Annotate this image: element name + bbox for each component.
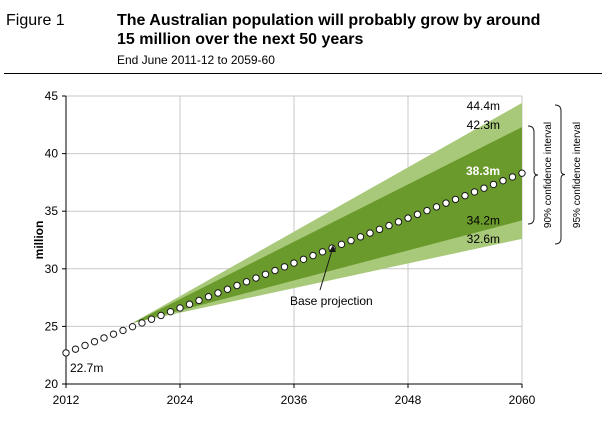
data-point	[404, 214, 412, 222]
data-point	[309, 251, 317, 260]
data-point	[499, 176, 507, 185]
lower90-label: 34.2m	[467, 213, 500, 227]
header-divider	[4, 73, 602, 74]
y-tick-label: 45	[45, 89, 59, 103]
data-point	[223, 285, 232, 293]
data-point	[147, 315, 156, 323]
data-point	[242, 278, 251, 286]
data-point	[185, 300, 194, 308]
ci90-brace	[527, 125, 539, 225]
data-point	[81, 341, 89, 350]
ci95-band	[132, 102, 522, 323]
x-tick-label: 2048	[395, 393, 422, 407]
data-point	[356, 233, 365, 241]
data-point	[299, 255, 308, 263]
data-point	[109, 330, 118, 338]
data-point	[375, 225, 384, 234]
data-point	[470, 188, 479, 196]
data-point	[508, 173, 517, 181]
annotations: 22.7m 44.4m 42.3m 38.3m 34.2m 32.6m Base proje…	[70, 99, 583, 375]
ci90-band	[132, 127, 522, 323]
data-point	[90, 337, 99, 346]
base-projection-pointer	[319, 246, 334, 291]
pointer-arrowhead	[329, 245, 336, 252]
base-projection-label: Base projection	[290, 294, 373, 308]
data-point	[366, 229, 374, 237]
data-point	[337, 240, 346, 249]
data-point	[290, 259, 298, 267]
data-point	[261, 270, 270, 278]
data-point	[461, 191, 469, 200]
data-point	[451, 195, 460, 204]
y-tick-label: 40	[45, 147, 59, 161]
upper90-label: 42.3m	[467, 118, 500, 132]
axes: 20 25 30 35 40 45 2012 2024 2036 2048 2060 million	[32, 89, 536, 407]
start-value-label: 22.7m	[70, 361, 103, 375]
data-point	[128, 322, 137, 331]
data-point	[480, 184, 488, 192]
data-point	[252, 274, 260, 282]
data-point	[432, 203, 441, 211]
data-point	[489, 180, 498, 189]
data-point	[71, 345, 80, 353]
ci95-brace	[554, 104, 566, 245]
data-point	[157, 311, 165, 320]
data-point	[394, 218, 403, 226]
data-point	[442, 199, 450, 207]
data-point	[423, 206, 431, 215]
data-point	[280, 263, 289, 271]
data-point	[204, 293, 213, 301]
data-point	[233, 281, 241, 290]
upper95-label: 44.4m	[467, 99, 500, 113]
data-point	[413, 210, 422, 219]
figure-label: Figure 1	[6, 12, 65, 29]
figure-subtitle: End June 2011-12 to 2059-60	[117, 53, 275, 67]
data-point	[62, 349, 70, 357]
data-point	[318, 248, 327, 256]
data-point	[518, 169, 526, 177]
base-projection-series	[62, 169, 526, 357]
data-point	[138, 319, 146, 327]
lower95-label: 32.6m	[467, 232, 500, 246]
data-point	[214, 289, 222, 297]
x-tick-label: 2036	[281, 393, 308, 407]
x-tick-label: 2012	[53, 393, 80, 407]
y-tick-label: 35	[45, 204, 59, 218]
data-point	[119, 326, 127, 335]
y-tick-label: 20	[45, 377, 59, 391]
ci95-label: 95% confidence interval	[572, 122, 583, 228]
data-point	[100, 334, 108, 342]
data-point	[166, 308, 175, 316]
x-tick-label: 2060	[509, 393, 536, 407]
ci90-label: 90% confidence interval	[543, 122, 554, 228]
x-tick-label: 2024	[167, 393, 194, 407]
data-point	[347, 236, 355, 245]
data-point	[385, 221, 393, 230]
data-point	[195, 296, 203, 305]
figure-title-line-2: 15 million over the next 50 years	[117, 31, 364, 48]
y-tick-label: 30	[45, 262, 59, 276]
y-axis-label: million	[32, 221, 46, 260]
data-point	[271, 266, 279, 275]
end-value-label: 38.3m	[466, 164, 500, 178]
data-point	[176, 304, 184, 312]
figure-title: The Australian population will probably …	[117, 11, 577, 49]
figure-title-line-1: The Australian population will probably …	[117, 12, 541, 29]
y-tick-label: 25	[45, 319, 59, 333]
